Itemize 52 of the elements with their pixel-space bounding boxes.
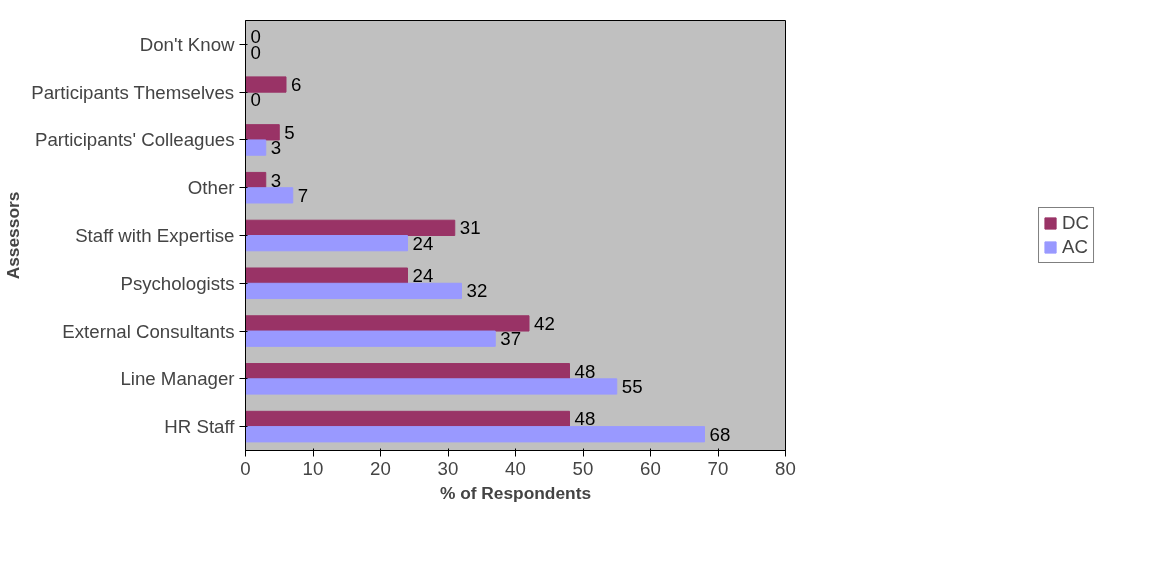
x-tick-label: 20 — [370, 457, 391, 479]
data-label: 37 — [500, 328, 522, 350]
x-tick-label: 0 — [240, 457, 251, 479]
bar — [245, 315, 530, 332]
legend-label: DC — [1062, 212, 1089, 234]
bar — [245, 282, 462, 300]
data-label: 48 — [574, 408, 596, 430]
y-tick-label: Psychologists — [120, 272, 235, 294]
bar — [245, 410, 570, 428]
x-tick-label: 60 — [640, 457, 661, 479]
bar — [245, 267, 408, 284]
bar — [245, 363, 570, 380]
bar — [245, 219, 456, 236]
data-label: 7 — [297, 184, 309, 206]
bar — [245, 76, 287, 93]
bar — [245, 235, 408, 252]
x-tick-label: 50 — [572, 457, 594, 479]
data-label: 31 — [459, 217, 481, 239]
x-tick-label: 30 — [437, 457, 459, 479]
y-tick-label: Don't Know — [139, 33, 236, 55]
y-axis-title: Assessors — [3, 191, 24, 280]
data-label: 68 — [709, 423, 731, 445]
bar — [245, 330, 496, 347]
bar — [245, 124, 280, 141]
y-tick-label: HR Staff — [164, 416, 236, 438]
bar — [245, 426, 705, 443]
bar — [245, 378, 618, 395]
x-tick-label: 40 — [505, 457, 526, 479]
data-label: 48 — [574, 360, 596, 382]
data-label: 3 — [270, 169, 282, 191]
x-tick-label: 10 — [302, 457, 324, 479]
y-tick-label: External Consultants — [62, 320, 235, 342]
data-label: 24 — [412, 232, 434, 254]
x-axis-title: % of Respondents — [439, 482, 592, 503]
x-tick-label: 70 — [707, 457, 729, 479]
data-label: 3 — [270, 137, 282, 159]
data-label: 0 — [250, 89, 261, 111]
y-tick-label: Participants' Colleagues — [34, 129, 235, 151]
y-tick-label: Other — [187, 177, 235, 199]
data-label: 5 — [284, 121, 295, 143]
bar — [245, 187, 294, 204]
bar — [245, 139, 267, 156]
y-tick-label: Participants Themselves — [31, 81, 235, 103]
data-label: 24 — [412, 265, 434, 287]
legend-label: AC — [1062, 236, 1088, 258]
data-label: 55 — [621, 375, 643, 397]
x-tick-label: 80 — [775, 457, 796, 479]
data-label: 6 — [291, 74, 302, 96]
data-label: 42 — [534, 312, 555, 334]
data-label: 32 — [466, 280, 488, 302]
y-tick-label: Staff with Expertise — [75, 225, 235, 246]
y-tick-label: Line Manager — [120, 368, 235, 390]
